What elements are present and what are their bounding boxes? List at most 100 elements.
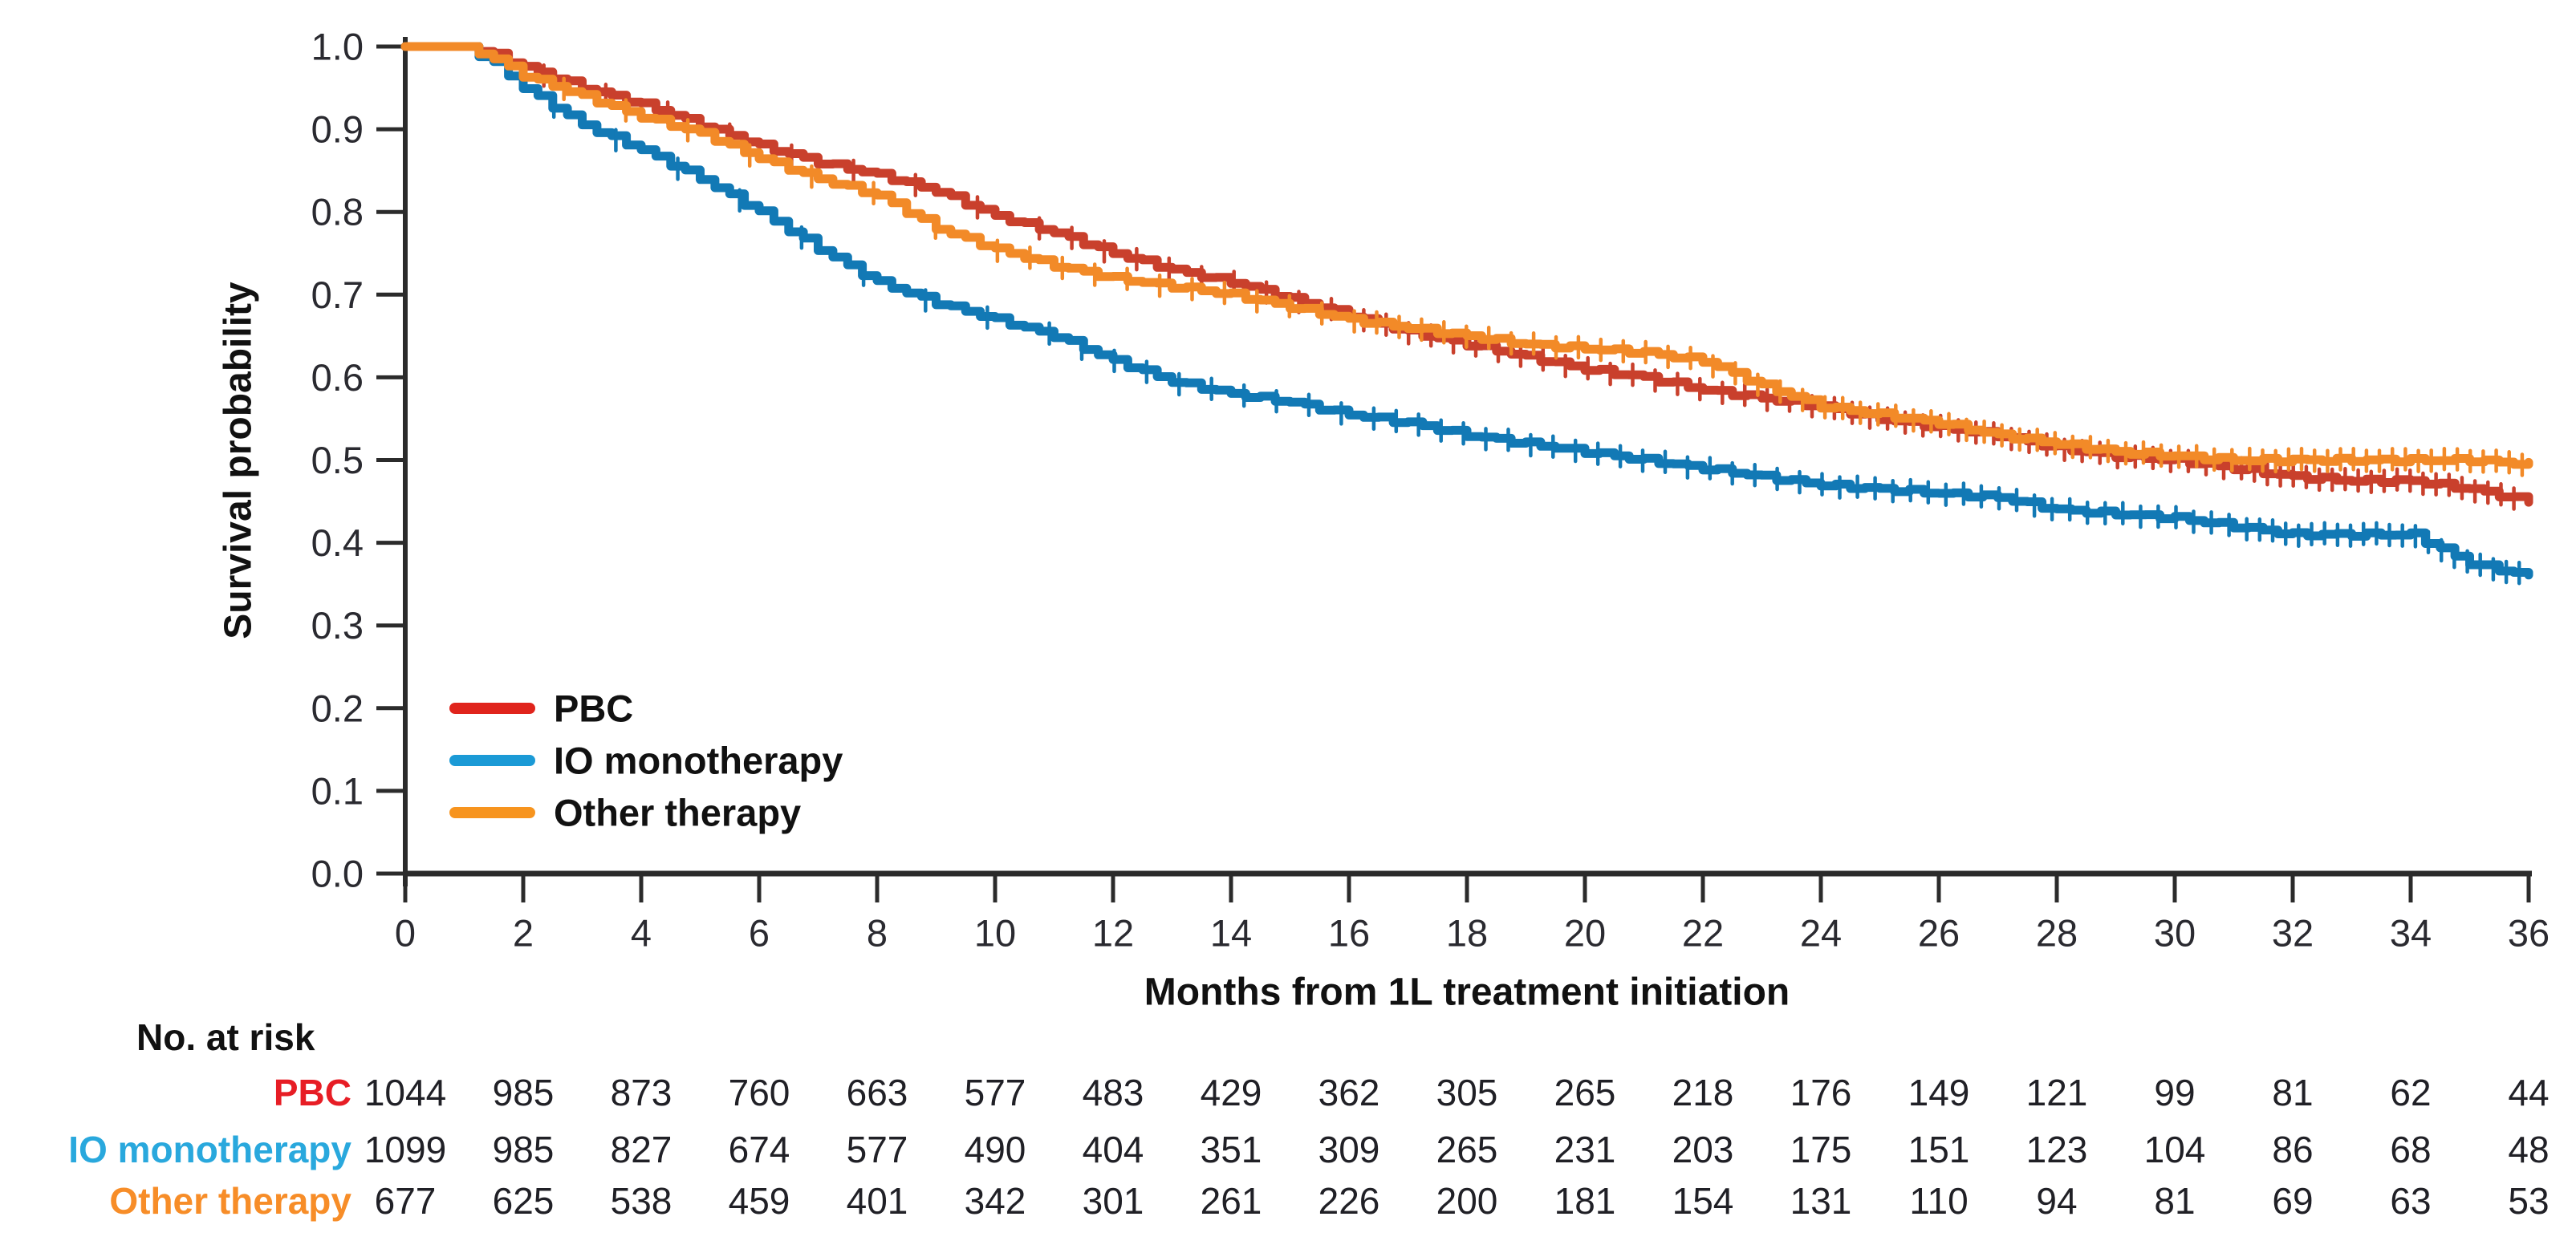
risk-value: 483 (1083, 1072, 1144, 1113)
risk-value: 827 (611, 1129, 672, 1170)
x-tick-label: 16 (1328, 911, 1370, 954)
y-tick-label: 1.0 (311, 26, 364, 68)
x-tick-label: 18 (1446, 911, 1488, 954)
risk-value: 200 (1436, 1180, 1498, 1222)
risk-value: 123 (2026, 1129, 2088, 1170)
risk-value: 674 (729, 1129, 790, 1170)
risk-value: 1044 (364, 1072, 446, 1113)
risk-value: 1099 (364, 1129, 446, 1170)
risk-value: 175 (1790, 1129, 1852, 1170)
risk-value: 305 (1436, 1072, 1498, 1113)
x-tick-label: 12 (1092, 911, 1134, 954)
risk-value: 261 (1201, 1180, 1262, 1222)
risk-value: 677 (375, 1180, 437, 1222)
x-tick-label: 8 (867, 911, 888, 954)
y-tick-label: 0.3 (311, 604, 364, 647)
risk-value: 104 (2144, 1129, 2206, 1170)
risk-value: 351 (1201, 1129, 1262, 1170)
risk-value: 110 (1909, 1180, 1968, 1222)
legend: PBC IO monotherapy Other therapy (449, 687, 843, 834)
risk-value: 459 (729, 1180, 790, 1222)
y-tick-label: 0.5 (311, 439, 364, 481)
risk-value: 81 (2272, 1072, 2313, 1113)
y-tick-label: 0.2 (311, 687, 364, 729)
x-tick-label: 4 (631, 911, 652, 954)
x-tick-label: 2 (513, 911, 534, 954)
x-tick-label: 14 (1210, 911, 1252, 954)
survival-curve-other-therapy (400, 42, 2533, 469)
x-tick-label: 26 (1918, 911, 1960, 954)
risk-value: 94 (2036, 1180, 2077, 1222)
x-tick-label: 10 (974, 911, 1016, 954)
y-tick-label: 0.1 (311, 769, 364, 812)
risk-value: 44 (2508, 1072, 2549, 1113)
risk-value: 203 (1672, 1129, 1734, 1170)
risk-value: 154 (1672, 1180, 1734, 1222)
x-tick-label: 6 (749, 911, 770, 954)
x-tick-label: 34 (2390, 911, 2432, 954)
risk-value: 985 (493, 1072, 555, 1113)
y-tick-label: 0.7 (311, 274, 364, 316)
risk-value: 404 (1083, 1129, 1144, 1170)
risk-value: 181 (1554, 1180, 1616, 1222)
x-tick-label: 28 (2036, 911, 2078, 954)
risk-value: 99 (2154, 1072, 2195, 1113)
censor-marks-other-therapy (562, 76, 2525, 477)
risk-value: 490 (965, 1129, 1026, 1170)
risk-value: 985 (493, 1129, 555, 1170)
risk-value: 81 (2154, 1180, 2195, 1222)
risk-value: 265 (1436, 1129, 1498, 1170)
legend-label-other-therapy: Other therapy (554, 792, 801, 834)
x-tick-label: 20 (1564, 911, 1606, 954)
risk-row-pbc: PBC 1044 985 873 760 663 577 483 429 362 305 265 218… (274, 1072, 2550, 1113)
risk-value: 176 (1790, 1072, 1852, 1113)
y-tick-label: 0.0 (311, 853, 364, 895)
risk-table-header: No. at risk (136, 1016, 315, 1058)
risk-value: 151 (1908, 1129, 1970, 1170)
risk-row-label-pbc: PBC (274, 1072, 351, 1113)
risk-value: 218 (1672, 1072, 1734, 1113)
risk-row-label-io-monotherapy: IO monotherapy (68, 1129, 351, 1170)
x-tick-label: 22 (1682, 911, 1724, 954)
risk-value: 86 (2272, 1129, 2313, 1170)
risk-value: 429 (1201, 1072, 1262, 1113)
risk-value: 873 (611, 1072, 672, 1113)
y-tick-label: 0.6 (311, 356, 364, 399)
x-tick-label: 0 (395, 911, 416, 954)
risk-row-io-monotherapy: IO monotherapy 1099 985 827 674 577 490 404 351 3… (68, 1129, 2549, 1170)
risk-value: 121 (2026, 1072, 2088, 1113)
risk-row-label-other-therapy: Other therapy (109, 1180, 351, 1222)
risk-value: 577 (847, 1129, 908, 1170)
x-tick-label: 30 (2154, 911, 2196, 954)
risk-value: 663 (847, 1072, 908, 1113)
risk-value: 53 (2508, 1180, 2549, 1222)
risk-value: 48 (2508, 1129, 2549, 1170)
risk-value: 577 (965, 1072, 1026, 1113)
series-other-therapy (400, 42, 2533, 477)
risk-value: 231 (1554, 1129, 1616, 1170)
risk-value: 226 (1318, 1180, 1380, 1222)
risk-value: 401 (847, 1180, 908, 1222)
risk-value: 69 (2272, 1180, 2313, 1222)
risk-value: 62 (2390, 1072, 2431, 1113)
risk-value: 625 (493, 1180, 555, 1222)
y-tick-label: 0.9 (311, 108, 364, 151)
risk-row-other-therapy: Other therapy 677 625 538 459 401 342 301 261 226… (109, 1180, 2549, 1222)
risk-value: 342 (965, 1180, 1026, 1222)
censor-marks-io-monotherapy (551, 94, 2521, 586)
legend-label-pbc: PBC (554, 687, 633, 730)
risk-value: 301 (1083, 1180, 1144, 1222)
x-tick-label: 24 (1800, 911, 1842, 954)
axes: 1.00.90.80.70.60.50.40.30.20.10.00 2 4 6 8 10… (217, 26, 2550, 1014)
risk-value: 131 (1790, 1180, 1852, 1222)
risk-value: 149 (1908, 1072, 1970, 1113)
risk-value: 538 (611, 1180, 672, 1222)
risk-table: No. at risk PBC 1044 985 873 760 663 577 483 429 3… (68, 1016, 2549, 1222)
risk-value: 760 (729, 1072, 790, 1113)
risk-value: 265 (1554, 1072, 1616, 1113)
risk-value: 362 (1318, 1072, 1380, 1113)
y-tick-label: 0.8 (311, 191, 364, 233)
x-tick-label: 36 (2508, 911, 2550, 954)
